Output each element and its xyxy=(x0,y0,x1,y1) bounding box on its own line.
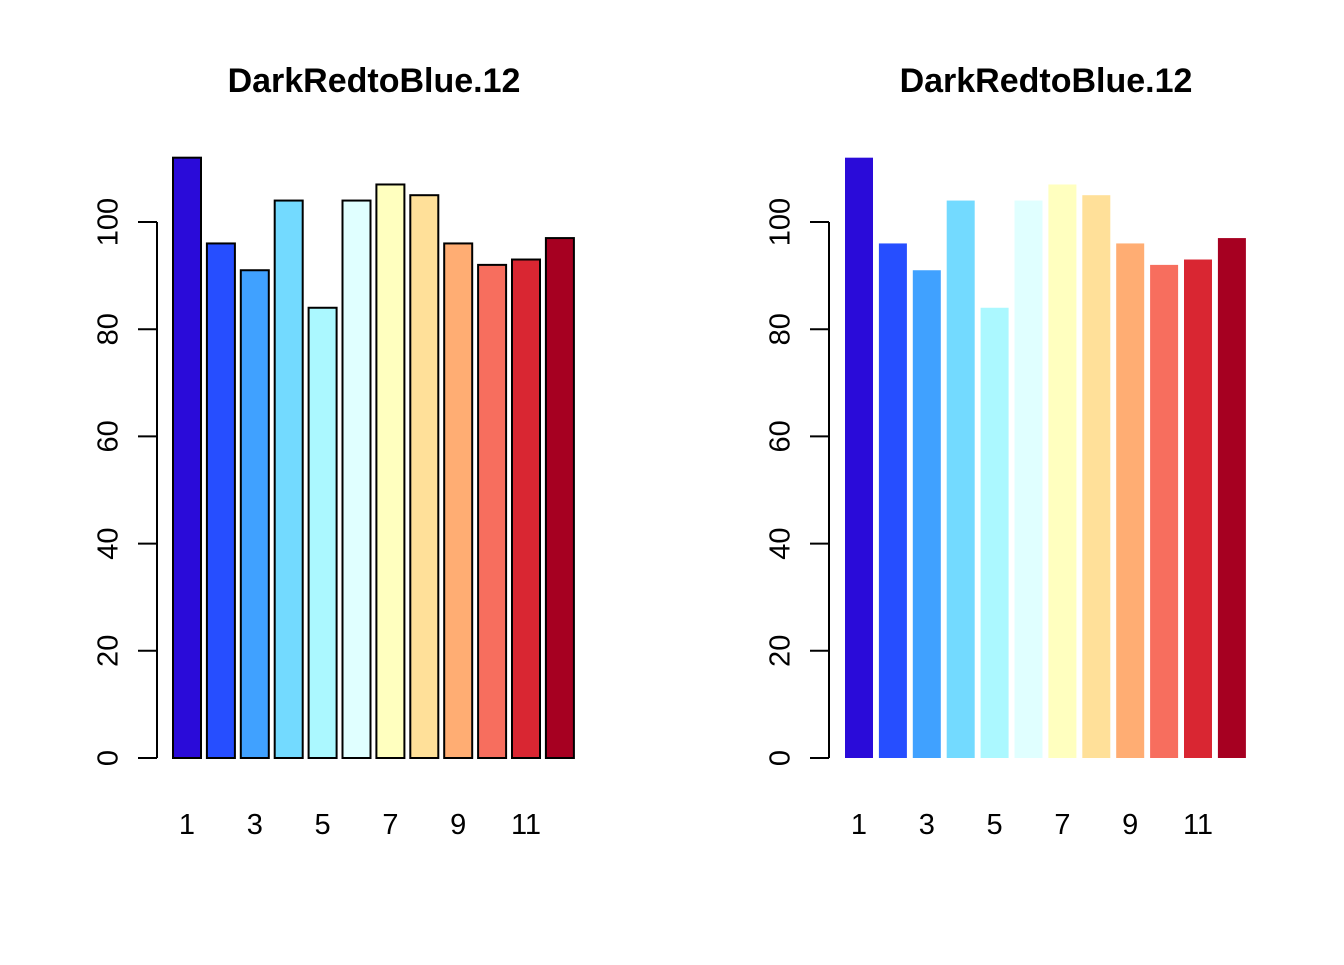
chart-panel-1: DarkRedtoBlue.12 0 20 40 60 80 100 1 3 5 7 9 11 xyxy=(93,62,575,841)
x-tick-label: 7 xyxy=(1054,809,1070,841)
chart-title: DarkRedtoBlue.12 xyxy=(228,62,521,100)
chart-panel-2: DarkRedtoBlue.12 0 20 40 60 80 100 1 3 5 7 9 11 xyxy=(765,62,1246,841)
bar-3 xyxy=(239,269,270,759)
bar-2 xyxy=(878,243,907,758)
bar-6 xyxy=(341,199,372,759)
bar-9 xyxy=(1116,243,1145,758)
x-tick-label: 5 xyxy=(987,809,1003,841)
bar-9 xyxy=(443,242,474,759)
y-tick-label: 100 xyxy=(765,198,797,246)
bar-3 xyxy=(912,270,941,758)
bar-10 xyxy=(477,263,508,759)
y-tick-label: 100 xyxy=(93,198,125,246)
y-tick-label: 40 xyxy=(93,527,125,559)
x-tick-label: 7 xyxy=(382,809,398,841)
y-tick-label: 40 xyxy=(765,527,797,559)
y-tick-label: 60 xyxy=(765,420,797,452)
bar-12 xyxy=(1217,238,1246,758)
bar-5 xyxy=(307,306,338,759)
bar-4 xyxy=(273,199,304,759)
bar-11 xyxy=(511,258,541,759)
bar-6 xyxy=(1014,200,1043,758)
bar-1 xyxy=(172,156,202,759)
x-tick-label: 11 xyxy=(511,809,541,841)
x-tick-label: 3 xyxy=(919,809,935,841)
y-tick-label: 80 xyxy=(93,313,125,345)
x-tick-label: 9 xyxy=(1122,809,1138,841)
chart-title: DarkRedtoBlue.12 xyxy=(900,62,1193,100)
bar-8 xyxy=(409,194,440,759)
x-tick-label: 5 xyxy=(315,809,331,841)
y-tick-label: 60 xyxy=(93,420,125,452)
bar-11 xyxy=(1184,259,1212,758)
y-tick-label: 0 xyxy=(765,750,797,766)
y-tick-label: 0 xyxy=(93,750,125,766)
bar-7 xyxy=(1048,184,1077,759)
bar-8 xyxy=(1082,195,1111,758)
bar-7 xyxy=(375,183,406,760)
bar-12 xyxy=(544,237,575,759)
x-tick-label: 3 xyxy=(247,809,263,841)
y-tick-label: 80 xyxy=(765,313,797,345)
x-tick-label: 1 xyxy=(851,809,867,841)
bar-1 xyxy=(845,157,873,758)
y-tick-label: 20 xyxy=(93,635,125,667)
bar-4 xyxy=(946,200,975,758)
x-tick-label: 1 xyxy=(179,809,195,841)
bar-2 xyxy=(205,242,236,759)
bar-5 xyxy=(980,307,1009,758)
y-tick-label: 20 xyxy=(765,635,797,667)
bar-10 xyxy=(1150,264,1179,758)
x-tick-label: 9 xyxy=(450,809,466,841)
x-tick-label: 11 xyxy=(1183,809,1213,841)
